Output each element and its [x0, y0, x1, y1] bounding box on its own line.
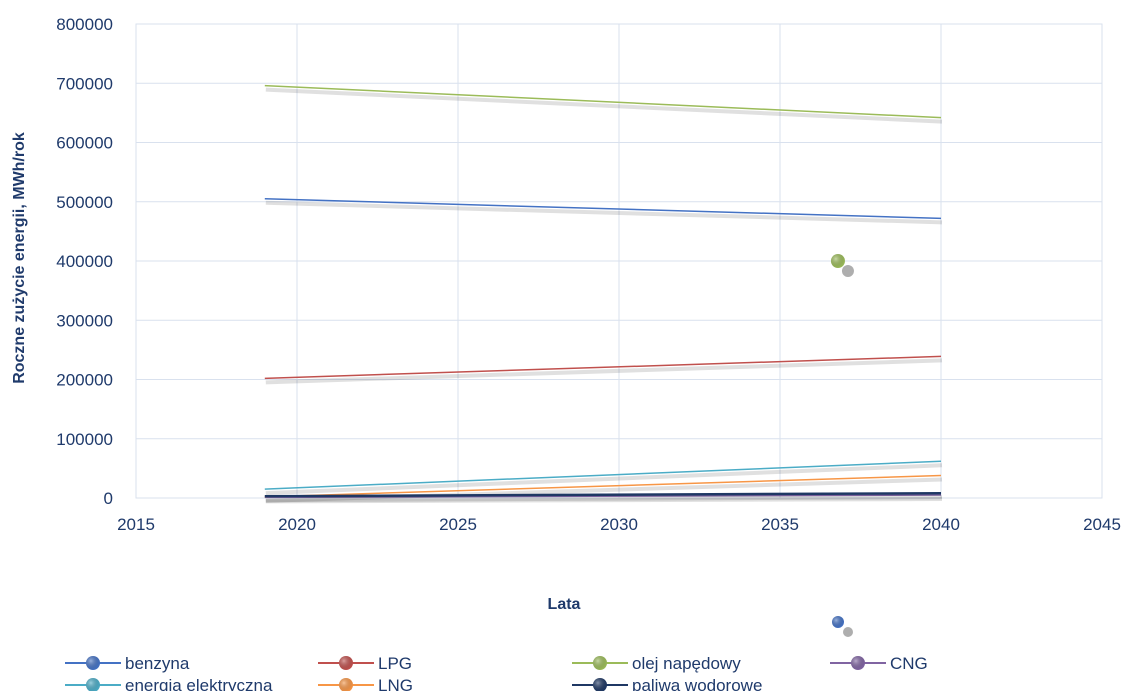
series-shadow: [265, 463, 943, 496]
legend-marker-highlight: [86, 656, 100, 670]
legend-item: energia elektryczna: [65, 676, 273, 691]
x-tick-label: 2015: [117, 515, 155, 534]
series-shadow: [265, 358, 943, 385]
legend-marker-highlight: [593, 678, 607, 691]
y-tick-label: 800000: [56, 15, 113, 34]
y-tick-label: 300000: [56, 311, 113, 330]
legend-marker-highlight: [339, 678, 353, 691]
series-line-0: [264, 198, 942, 220]
legend-marker-highlight: [86, 678, 100, 691]
x-tick-label: 2035: [761, 515, 799, 534]
legend: benzyna LPG olej napędowy CNG energia elektr…: [65, 654, 928, 691]
y-tick-label: 200000: [56, 371, 113, 390]
legend-stray-marker-shadow: [843, 627, 853, 637]
series-line-3: [264, 494, 942, 499]
series-shadow: [265, 495, 943, 503]
series-line-1: [264, 355, 942, 380]
legend-item: LNG: [318, 676, 413, 691]
series-shadow: [265, 87, 943, 124]
legend-marker-highlight: [339, 656, 353, 670]
y-tick-label: 700000: [56, 74, 113, 93]
y-axis-title: Roczne zużycie energii, MWh/rok: [11, 132, 28, 384]
x-tick-label: 2020: [278, 515, 316, 534]
y-tick-label: 600000: [56, 134, 113, 153]
x-tick-label: 2025: [439, 515, 477, 534]
legend-label: LNG: [378, 676, 413, 691]
y-tick-label: 400000: [56, 252, 113, 271]
stray-marker-shadow: [841, 265, 854, 277]
legend-label: LPG: [378, 654, 412, 673]
x-tick-label: 2040: [922, 515, 960, 534]
x-axis-title: Lata: [548, 596, 581, 613]
y-tick-label: 100000: [56, 430, 113, 449]
legend-item: paliwa wodorowe: [572, 676, 762, 691]
legend-label: olej napędowy: [632, 654, 741, 673]
y-tick-label: 500000: [56, 193, 113, 212]
legend-label: energia elektryczna: [125, 676, 273, 691]
legend-item: CNG: [830, 654, 928, 673]
series-shadow: [265, 497, 943, 504]
legend-marker-highlight: [593, 656, 607, 670]
x-tick-label: 2045: [1083, 515, 1121, 534]
legend-marker-highlight: [851, 656, 865, 670]
series-line-6: [264, 492, 942, 498]
legend-label: CNG: [890, 654, 928, 673]
series-shadow: [265, 200, 943, 225]
x-tick-label: 2030: [600, 515, 638, 534]
legend-item: olej napędowy: [572, 654, 741, 673]
y-tick-label: 0: [104, 489, 113, 508]
legend-label: paliwa wodorowe: [632, 676, 762, 691]
stray-marker-highlight: [830, 254, 845, 268]
series-shadow: [265, 477, 943, 503]
series-line-2: [264, 84, 942, 119]
legend-label: benzyna: [125, 654, 190, 673]
legend-item: benzyna: [65, 654, 190, 673]
legend-stray-marker-highlight: [832, 616, 844, 628]
series-line-4: [264, 460, 942, 490]
series-line-5: [264, 474, 942, 498]
legend-item: LPG: [318, 654, 412, 673]
